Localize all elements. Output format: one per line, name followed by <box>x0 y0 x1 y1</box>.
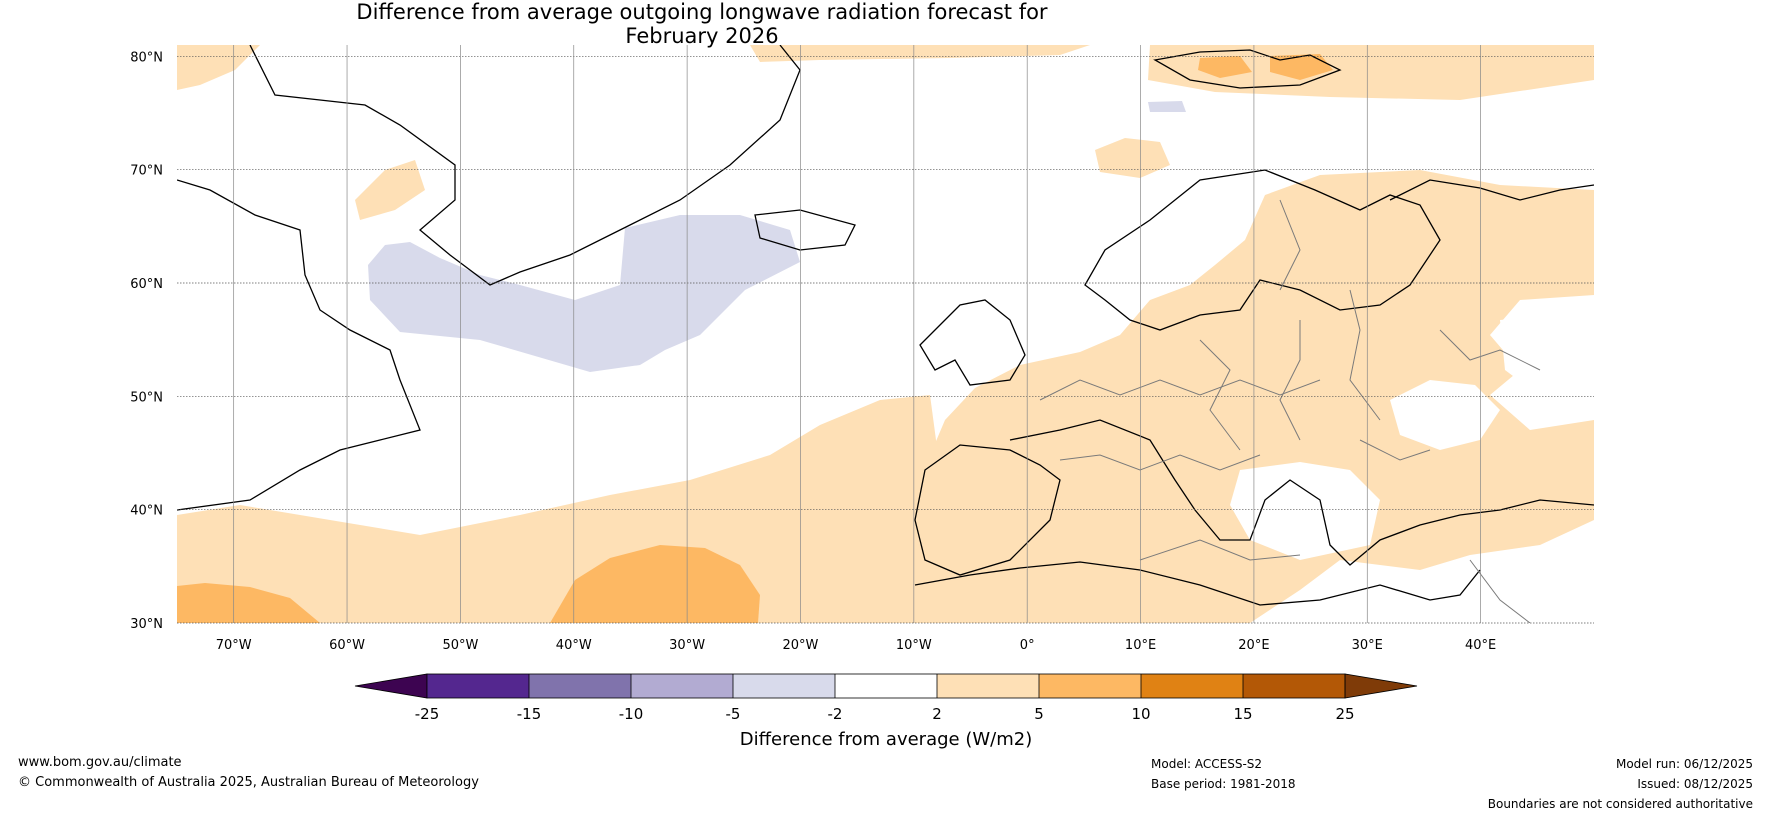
anomaly-region-greenland-sea <box>368 215 800 372</box>
colorbar-segment-2 <box>529 674 631 698</box>
colorbar-segment-4 <box>733 674 835 698</box>
anomaly-region-arctic-west <box>177 45 260 90</box>
footer-website[interactable]: www.bom.gov.au/climate <box>18 755 182 770</box>
border-line <box>1279 199 1301 291</box>
anomaly-region-arctic-east <box>750 45 1090 62</box>
gridlines <box>177 45 1594 624</box>
coastline-svalbard <box>1153 49 1342 89</box>
colorbar-over-arrow <box>1344 673 1418 699</box>
coastline-british-isles <box>919 299 1026 386</box>
anomaly-region-subtropics <box>177 583 320 623</box>
colorbar-segment-3 <box>631 674 733 698</box>
border-line <box>1199 339 1241 451</box>
footer-model: Model: ACCESS-S2 <box>1151 757 1263 771</box>
lon-label-60w: 60°W <box>329 638 365 653</box>
map-title: Difference from average outgoing longwav… <box>0 0 1404 48</box>
border-line <box>1469 559 1531 623</box>
colorbar-segment-8 <box>1141 674 1243 698</box>
lon-label-50w: 50°W <box>442 638 478 653</box>
colorbar-label: Difference from average (W/m2) <box>740 729 1032 750</box>
border-line <box>1359 439 1431 461</box>
border-line <box>1059 454 1261 471</box>
anomaly-region-atlantic <box>177 395 940 623</box>
colorbar-dividers <box>528 674 1244 698</box>
coastline-greenland <box>249 45 801 286</box>
lon-label-20w: 20°W <box>783 638 819 653</box>
footer-boundaries: Boundaries are not considered authoritat… <box>1487 797 1753 811</box>
colorbar-segment-5 <box>835 674 937 698</box>
colorbar-tick-label: 2 <box>932 705 942 723</box>
longitude-labels: 70°W 60°W 50°W 40°W 30°W 20°W 10°W 0° 10… <box>216 638 1497 653</box>
anomaly-hole-caspian <box>1500 315 1594 400</box>
anomaly-hole-mediterranean <box>1230 462 1380 560</box>
colorbar-tick-label: 10 <box>1131 705 1150 723</box>
coastline-scandinavia <box>1084 169 1441 331</box>
coastline-north-africa <box>914 561 1481 606</box>
coastline-iberia <box>914 444 1061 576</box>
lon-label-0: 0° <box>1020 638 1035 653</box>
lon-label-10w: 10°W <box>896 638 932 653</box>
lat-label-40: 40°N <box>130 504 163 519</box>
footer-issued: Issued: 08/12/2025 <box>1637 777 1753 791</box>
anomaly-hole-black-sea <box>1390 380 1500 450</box>
anomaly-region-svalbard <box>1148 45 1594 100</box>
border-line <box>1039 379 1321 401</box>
border-line <box>1139 539 1301 561</box>
colorbar: -25 -15 -10 -5 -2 2 5 10 15 25 Differenc… <box>354 673 1418 750</box>
lat-label-70: 70°N <box>130 164 163 179</box>
colorbar-tick-label: 5 <box>1034 705 1044 723</box>
border-line <box>1439 329 1541 371</box>
colorbar-segment-1 <box>427 674 529 698</box>
coastline-iceland <box>754 209 856 251</box>
anomaly-region-barents <box>1095 138 1170 178</box>
country-borders <box>1039 199 1541 623</box>
colorbar-tick-labels: -25 -15 -10 -5 -2 2 5 10 15 25 <box>415 705 1355 723</box>
colorbar-tick-label: -5 <box>726 705 741 723</box>
footer-model-run: Model run: 06/12/2025 <box>1615 757 1753 771</box>
colorbar-tick-label: -2 <box>828 705 843 723</box>
anomaly-fields <box>177 45 1594 623</box>
lon-label-70w: 70°W <box>216 638 252 653</box>
anomaly-region-svalbard-core <box>1198 56 1252 78</box>
anomaly-region-europe <box>900 170 1594 623</box>
border-line <box>1349 289 1381 421</box>
lon-label-30w: 30°W <box>669 638 705 653</box>
coastline-russia-north <box>1389 179 1594 201</box>
anomaly-region-svalbard-peak <box>1270 54 1333 80</box>
lon-label-20e: 20°E <box>1238 638 1269 653</box>
colorbar-outline <box>426 673 1346 699</box>
coastline-europe-south <box>1009 419 1594 566</box>
title-line-1: Difference from average outgoing longwav… <box>356 0 1048 24</box>
coastline-north-america <box>177 179 421 511</box>
anomaly-region-arctic-small <box>1148 101 1186 112</box>
title-line-2: February 2026 <box>625 24 779 48</box>
anomaly-region-labrador <box>355 160 425 220</box>
latitude-labels: 80°N 70°N 60°N 50°N 40°N 30°N <box>130 50 163 632</box>
border-line <box>1279 320 1301 441</box>
footer-base-period: Base period: 1981-2018 <box>1151 777 1296 791</box>
colorbar-tick-label: 25 <box>1335 705 1354 723</box>
lon-label-40w: 40°W <box>556 638 592 653</box>
lat-label-50: 50°N <box>130 390 163 405</box>
anomaly-region-azores <box>550 545 760 623</box>
lon-label-40e: 40°E <box>1465 638 1496 653</box>
colorbar-under-arrow <box>354 673 428 699</box>
colorbar-segment-7 <box>1039 674 1141 698</box>
colorbar-tick-label: -15 <box>517 705 542 723</box>
lon-label-30e: 30°E <box>1352 638 1383 653</box>
coastlines <box>177 45 1594 606</box>
lat-label-80: 80°N <box>130 50 163 65</box>
lat-label-60: 60°N <box>130 277 163 292</box>
colorbar-segment-9 <box>1243 674 1345 698</box>
lon-label-10e: 10°E <box>1125 638 1156 653</box>
colorbar-tick-label: -25 <box>415 705 440 723</box>
colorbar-segment-6 <box>937 674 1039 698</box>
colorbar-tick-label: -10 <box>619 705 644 723</box>
footer-copyright: © Commonwealth of Australia 2025, Austra… <box>18 775 479 790</box>
colorbar-tick-label: 15 <box>1233 705 1252 723</box>
lat-label-30: 30°N <box>130 617 163 632</box>
